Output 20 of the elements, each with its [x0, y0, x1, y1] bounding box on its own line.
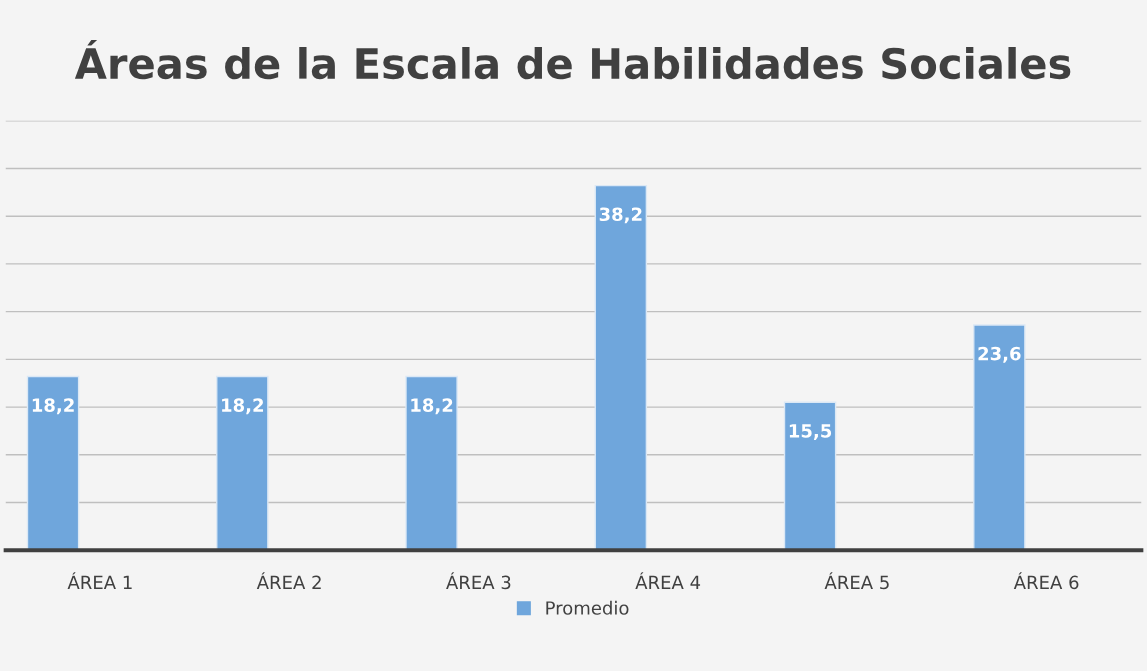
- x-tick-label: ÁREA 1: [67, 572, 132, 589]
- bar: [26, 375, 80, 551]
- bar: [594, 184, 648, 551]
- bar: [405, 375, 458, 551]
- x-tick-label: ÁREA 6: [1013, 572, 1079, 590]
- data-label: 18,2: [32, 398, 74, 415]
- x-tick-label: ÁREA 3: [446, 572, 511, 590]
- legend-label: Promedio: [546, 600, 629, 615]
- data-label: 38,2: [599, 207, 642, 224]
- x-tick-label: ÁREA 2: [256, 572, 321, 589]
- data-label: 18,2: [411, 398, 453, 415]
- data-label: 23,6: [978, 346, 1021, 363]
- data-label: 15,5: [789, 424, 832, 440]
- data-label: 18,2: [222, 398, 264, 415]
- bar: [783, 401, 837, 551]
- bar: [216, 375, 269, 551]
- x-tick-label: ÁREA 4: [635, 572, 701, 589]
- bar: [973, 324, 1026, 551]
- chart-title: Áreas de la Escala de Habilidades Sociales: [74, 40, 1071, 80]
- x-tick-label: ÁREA 5: [824, 572, 889, 590]
